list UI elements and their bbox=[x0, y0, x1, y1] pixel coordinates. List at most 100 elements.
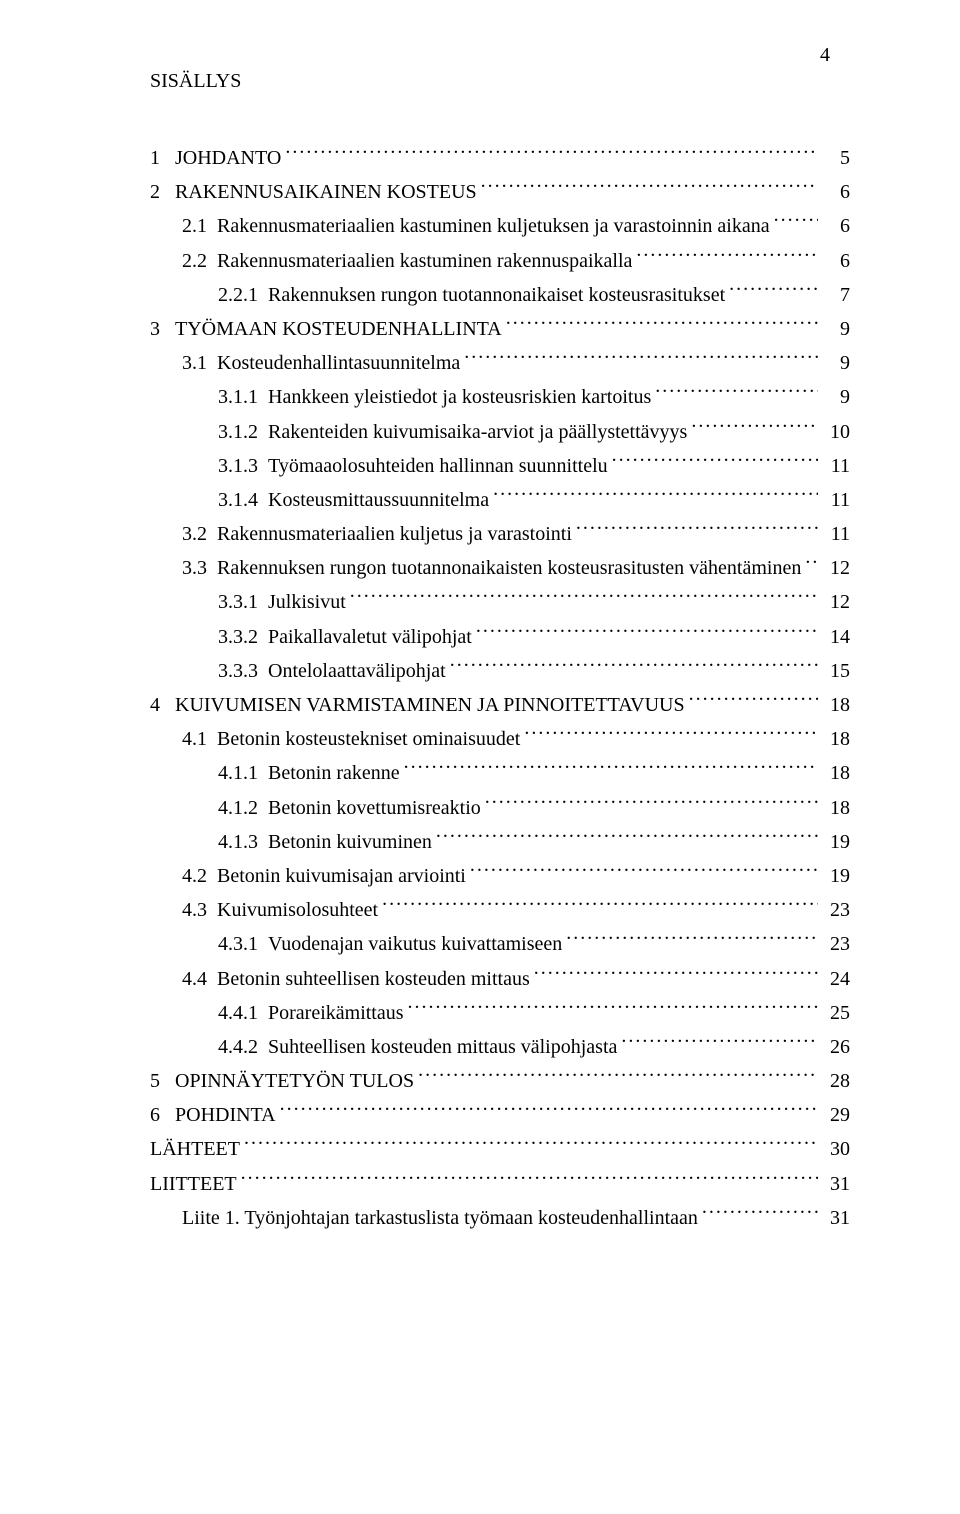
toc-entry-title: Betonin kovettumisreaktio bbox=[268, 793, 481, 824]
toc-leader-dots bbox=[350, 588, 818, 608]
toc-entry-title: Työmaaolosuhteiden hallinnan suunnittelu bbox=[268, 451, 608, 482]
toc-entry-number: 5 bbox=[150, 1066, 175, 1097]
toc-entry-title: Rakennusmateriaalien kuljetus ja varasto… bbox=[217, 519, 572, 550]
toc-entry-title: Rakennuksen rungon tuotannonaikaisten ko… bbox=[217, 553, 801, 584]
toc-entry-number: 2 bbox=[150, 177, 175, 208]
toc-entry-page: 6 bbox=[822, 211, 850, 242]
toc-leader-dots bbox=[493, 486, 818, 506]
toc-entry-page: 11 bbox=[822, 451, 850, 482]
toc-leader-dots bbox=[450, 657, 818, 677]
toc-entry-number: 3.1.4 bbox=[218, 485, 268, 516]
toc-entry-number: 3.3.1 bbox=[218, 587, 268, 618]
toc-entry-title: Kosteusmittaussuunnitelma bbox=[268, 485, 489, 516]
toc-leader-dots bbox=[244, 1135, 818, 1155]
toc-entry-number: 3.3 bbox=[182, 553, 217, 584]
toc-entry: 2.2.1 Rakennuksen rungon tuotannonaikais… bbox=[150, 280, 850, 311]
toc-entry: LÄHTEET30 bbox=[150, 1134, 850, 1165]
toc-entry-number: 4.3.1 bbox=[218, 929, 268, 960]
toc-entry-number: 3.1 bbox=[182, 348, 217, 379]
toc-entry-title: Betonin kosteustekniset ominaisuudet bbox=[217, 724, 520, 755]
toc-entry: 3.1.4 Kosteusmittaussuunnitelma 11 bbox=[150, 485, 850, 516]
toc-entry: 5 OPINNÄYTETYÖN TULOS28 bbox=[150, 1066, 850, 1097]
toc-leader-dots bbox=[481, 178, 818, 198]
toc-entry-number: 6 bbox=[150, 1100, 175, 1131]
toc-entry: 3.3.1 Julkisivut12 bbox=[150, 587, 850, 618]
toc-leader-dots bbox=[241, 1170, 818, 1190]
toc-entry-title: JOHDANTO bbox=[175, 143, 281, 174]
toc-entry-number: 3 bbox=[150, 314, 175, 345]
toc-entry: 4.1.2 Betonin kovettumisreaktio 18 bbox=[150, 793, 850, 824]
toc-leader-dots bbox=[470, 862, 818, 882]
toc-entry: 4.3.1 Vuodenajan vaikutus kuivattamiseen… bbox=[150, 929, 850, 960]
toc-leader-dots bbox=[464, 349, 818, 369]
toc-leader-dots bbox=[566, 930, 818, 950]
toc-entry-title: KUIVUMISEN VARMISTAMINEN JA PINNOITETTAV… bbox=[175, 690, 685, 721]
toc-entry-number: 3.3.3 bbox=[218, 656, 268, 687]
toc-entry-number: 4.1.1 bbox=[218, 758, 268, 789]
toc-entry-page: 9 bbox=[822, 348, 850, 379]
toc-entry-number: 4.4.1 bbox=[218, 998, 268, 1029]
toc-entry-number: 4.3 bbox=[182, 895, 217, 926]
toc-entry-page: 6 bbox=[822, 177, 850, 208]
toc-entry-title: Kuivumisolosuhteet bbox=[217, 895, 378, 926]
toc-entry-title: Ontelolaattavälipohjat bbox=[268, 656, 446, 687]
toc-entry-title: Vuodenajan vaikutus kuivattamiseen bbox=[268, 929, 562, 960]
toc-leader-dots bbox=[702, 1204, 818, 1224]
toc-entry-page: 12 bbox=[822, 553, 850, 584]
toc-entry: 4.1.3 Betonin kuivuminen19 bbox=[150, 827, 850, 858]
toc-entry-number: 3.3.2 bbox=[218, 622, 268, 653]
toc-leader-dots bbox=[636, 247, 818, 267]
document-page: 4 SISÄLLYS 1 JOHDANTO52 RAKENNUSAIKAINEN… bbox=[0, 0, 960, 1514]
toc-leader-dots bbox=[534, 965, 818, 985]
toc-entry-page: 29 bbox=[822, 1100, 850, 1131]
document-title: SISÄLLYS bbox=[150, 70, 850, 93]
toc-entry-title: Liite 1. Työnjohtajan tarkastuslista työ… bbox=[182, 1203, 698, 1234]
toc-entry-title: Betonin suhteellisen kosteuden mittaus bbox=[217, 964, 530, 995]
toc-entry-title: LIITTEET bbox=[150, 1169, 237, 1200]
toc-leader-dots bbox=[805, 554, 818, 574]
toc-entry: 4.1 Betonin kosteustekniset ominaisuudet… bbox=[150, 724, 850, 755]
toc-entry: 4 KUIVUMISEN VARMISTAMINEN JA PINNOITETT… bbox=[150, 690, 850, 721]
toc-entry-number: 1 bbox=[150, 143, 175, 174]
toc-entry-page: 23 bbox=[822, 929, 850, 960]
toc-entry-number: 2.2 bbox=[182, 246, 217, 277]
toc-leader-dots bbox=[729, 281, 818, 301]
toc-entry: 3.2 Rakennusmateriaalien kuljetus ja var… bbox=[150, 519, 850, 550]
toc-entry: 4.2 Betonin kuivumisajan arviointi19 bbox=[150, 861, 850, 892]
toc-entry-number: 2.1 bbox=[182, 211, 217, 242]
toc-entry-number: 4.4.2 bbox=[218, 1032, 268, 1063]
toc-entry-page: 6 bbox=[822, 246, 850, 277]
toc-leader-dots bbox=[621, 1033, 818, 1053]
toc-leader-dots bbox=[691, 418, 818, 438]
toc-entry-title: Rakenteiden kuivumisaika-arviot ja pääll… bbox=[268, 417, 687, 448]
toc-entry-title: Rakennusmateriaalien kastuminen rakennus… bbox=[217, 246, 632, 277]
toc-leader-dots bbox=[285, 144, 818, 164]
toc-leader-dots bbox=[524, 725, 818, 745]
toc-entry-page: 18 bbox=[822, 793, 850, 824]
toc-entry-page: 30 bbox=[822, 1134, 850, 1165]
toc-entry-title: TYÖMAAN KOSTEUDENHALLINTA bbox=[175, 314, 502, 345]
toc-entry-page: 12 bbox=[822, 587, 850, 618]
toc-entry: 2.1 Rakennusmateriaalien kastuminen kulj… bbox=[150, 211, 850, 242]
toc-entry-number: 4.2 bbox=[182, 861, 217, 892]
toc-leader-dots bbox=[280, 1101, 818, 1121]
toc-entry-page: 28 bbox=[822, 1066, 850, 1097]
toc-entry: 1 JOHDANTO5 bbox=[150, 143, 850, 174]
toc-entry-page: 19 bbox=[822, 827, 850, 858]
toc-leader-dots bbox=[436, 828, 818, 848]
page-number: 4 bbox=[820, 44, 830, 67]
toc-entry-number: 4.1.3 bbox=[218, 827, 268, 858]
toc-entry-title: Betonin rakenne bbox=[268, 758, 400, 789]
toc-entry-number: 2.2.1 bbox=[218, 280, 268, 311]
toc-leader-dots bbox=[408, 999, 818, 1019]
toc-entry-page: 11 bbox=[822, 485, 850, 516]
toc-entry-number: 3.2 bbox=[182, 519, 217, 550]
toc-leader-dots bbox=[476, 623, 818, 643]
toc-entry: Liite 1. Työnjohtajan tarkastuslista työ… bbox=[150, 1203, 850, 1234]
toc-leader-dots bbox=[612, 452, 818, 472]
toc-entry-number: 3.1.1 bbox=[218, 382, 268, 413]
toc-entry: 3.3.3 Ontelolaattavälipohjat15 bbox=[150, 656, 850, 687]
toc-leader-dots bbox=[404, 759, 818, 779]
toc-entry-page: 26 bbox=[822, 1032, 850, 1063]
toc-entry-number: 4.1.2 bbox=[218, 793, 268, 824]
